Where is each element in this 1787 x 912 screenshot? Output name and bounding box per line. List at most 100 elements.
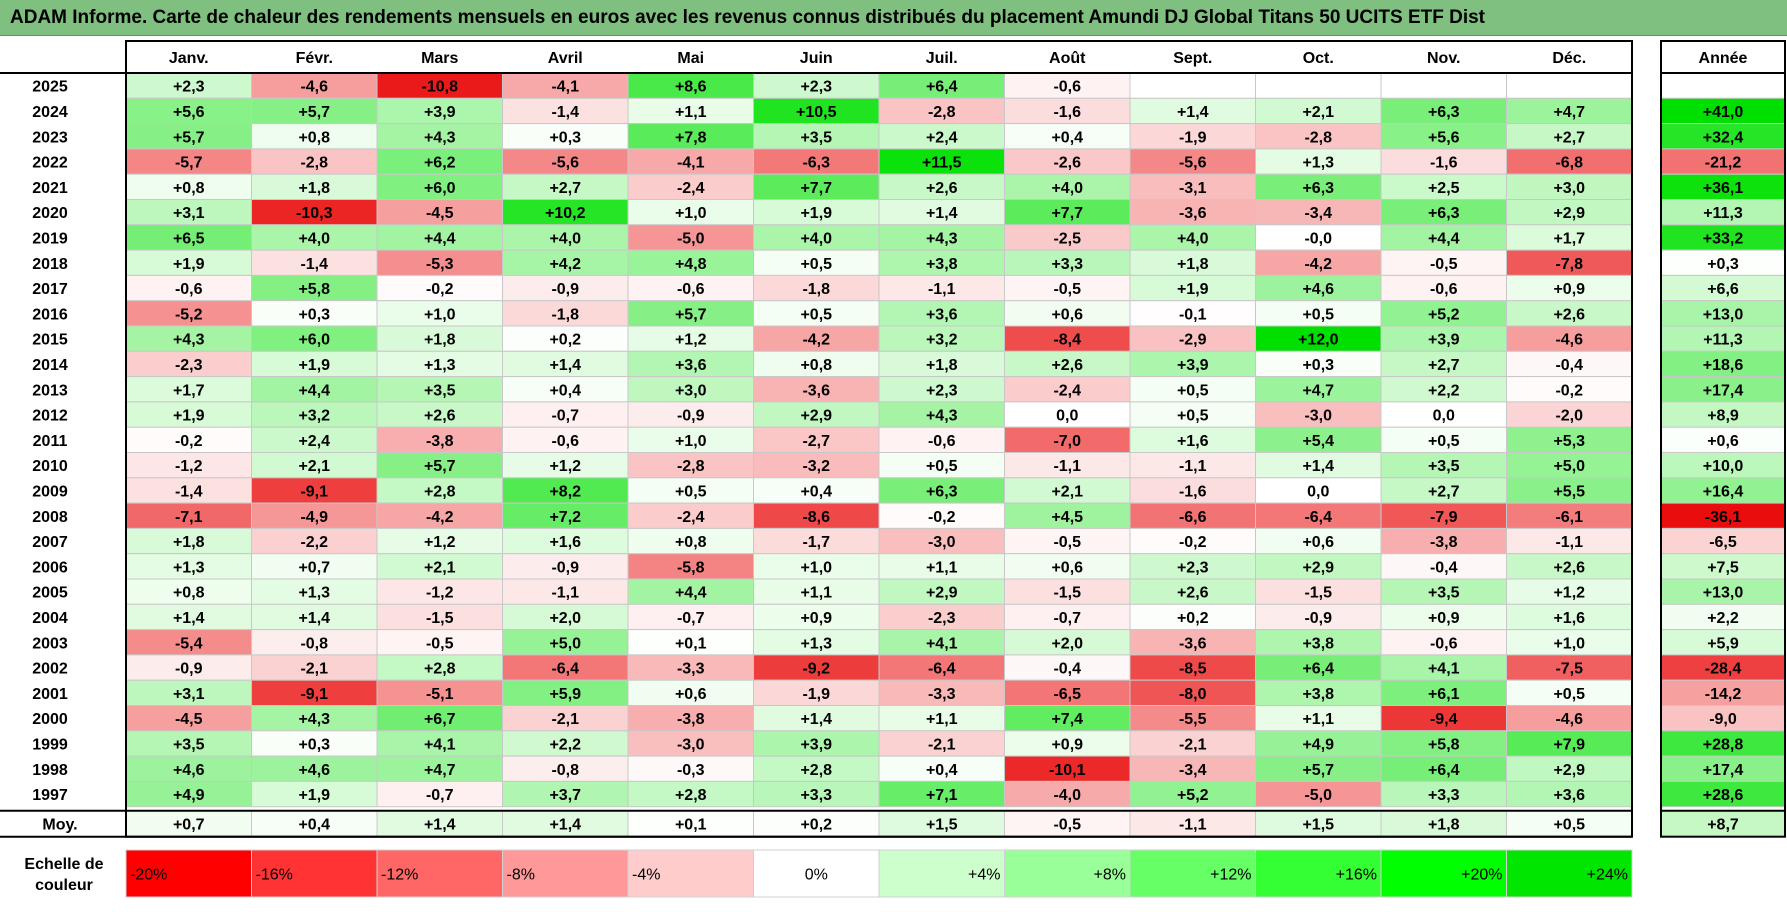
cell-value: +2,9: [1302, 559, 1334, 576]
heatmap-cell: [1004, 376, 1131, 403]
cell-value: -2,1: [928, 736, 956, 753]
cell-value: +0,5: [675, 483, 707, 500]
row-label: 2009: [32, 483, 68, 500]
cell-value: -2,2: [300, 534, 328, 551]
cell-value: +0,5: [926, 458, 958, 475]
heatmap-cell: [502, 502, 629, 529]
cell-value: +1,4: [1302, 458, 1334, 475]
cell-value: +4,7: [1302, 382, 1334, 399]
cell-value: -1,6: [1179, 483, 1207, 500]
cell-value: +6,4: [1428, 762, 1460, 779]
cell-value: +1,3: [298, 585, 330, 602]
heatmap-cell: [376, 654, 503, 681]
cell-value: -0,4: [1555, 357, 1583, 374]
heatmap-cell: [376, 426, 503, 454]
cell-value: +7,4: [1051, 711, 1083, 728]
cell-value: +1,1: [1302, 711, 1334, 728]
column-header: Nov.: [1427, 50, 1460, 67]
annual-value: +18,6: [1703, 357, 1744, 374]
heatmap-cell: [1004, 173, 1131, 200]
annual-cell: [1660, 224, 1786, 251]
cell-value: -2,1: [551, 711, 579, 728]
cell-value: +2,6: [926, 180, 958, 197]
cell-value: -3,3: [677, 661, 705, 678]
cell-value: +7,1: [926, 787, 958, 804]
heatmap-cell: [125, 148, 252, 175]
cell-value: +2,3: [926, 382, 958, 399]
heatmap-cell: [1004, 274, 1131, 302]
heatmap-cell: [125, 629, 252, 656]
annual-value: +32,4: [1703, 129, 1744, 146]
cell-value: +3,3: [1428, 787, 1460, 804]
cell-value: -10,8: [422, 79, 459, 96]
cell-value: +1,0: [1553, 635, 1585, 652]
cell-value: -5,3: [426, 256, 454, 273]
cell-value: +4,0: [549, 230, 581, 247]
cell-value: +3,2: [298, 408, 330, 425]
cell-value: -2,8: [300, 155, 328, 172]
scale-label-value: +12%: [1210, 867, 1251, 884]
heatmap-cell: [753, 401, 880, 428]
annual-value: +0,3: [1707, 256, 1739, 273]
cell-value: +10,2: [545, 205, 586, 222]
heatmap-cell: [251, 679, 378, 707]
heatmap-cell: [251, 325, 378, 352]
cell-value: +4,8: [675, 256, 707, 273]
cell-value: -0,4: [1053, 661, 1081, 678]
cell-value: -4,5: [175, 711, 203, 728]
column-header: Sept.: [1173, 50, 1212, 67]
average-value: +0,2: [800, 817, 832, 834]
cell-value: +1,3: [424, 357, 456, 374]
cell-value: +6,3: [1428, 205, 1460, 222]
annual-value: -28,4: [1705, 661, 1742, 678]
cell-value: +2,7: [1428, 357, 1460, 374]
heatmap-cell: [753, 629, 880, 656]
cell-value: -5,5: [1179, 711, 1207, 728]
cell-value: +2,6: [1553, 559, 1585, 576]
cell-value: -0,7: [426, 787, 454, 804]
heatmap-cell: [1506, 755, 1633, 782]
cell-value: -4,1: [551, 79, 579, 96]
heatmap-cell: [753, 224, 880, 251]
cell-value: -0,6: [1053, 79, 1081, 96]
column-header: Juil.: [926, 50, 958, 67]
scale-swatch: [1380, 849, 1507, 898]
average-value: +0,7: [173, 817, 205, 834]
cell-value: -0,8: [551, 762, 579, 779]
heatmap-cell: [627, 173, 754, 200]
column-header: Mars: [421, 50, 458, 67]
heatmap-cell: [753, 123, 880, 150]
cell-value: +7,2: [549, 509, 581, 526]
cell-value: -6,6: [1179, 509, 1207, 526]
heatmap-cell: [125, 502, 252, 529]
cell-value: -5,6: [1179, 155, 1207, 172]
cell-value: +0,8: [173, 585, 205, 602]
heatmap-cell: [376, 553, 503, 580]
cell-value: +2,8: [675, 787, 707, 804]
cell-value: -0,1: [1179, 306, 1207, 323]
cell-value: +3,1: [173, 205, 205, 222]
heatmap-cell: [753, 578, 880, 605]
cell-value: +1,3: [173, 559, 205, 576]
row-label: 2010: [32, 458, 68, 475]
heatmap-cell: [502, 350, 629, 378]
cell-value: +4,1: [926, 635, 958, 652]
scale-swatch: [1255, 849, 1382, 898]
heatmap-cell: [878, 148, 1005, 175]
cell-value: -1,8: [551, 306, 579, 323]
heatmap-cell: [1129, 780, 1256, 808]
cell-value: -1,6: [1430, 155, 1458, 172]
scale-label-value: -4%: [632, 867, 660, 884]
cell-value: +3,8: [1302, 635, 1334, 652]
row-label: 2007: [32, 534, 68, 551]
heatmap-cell: [627, 350, 754, 378]
cell-value: +6,7: [424, 711, 456, 728]
cell-value: -1,1: [1053, 458, 1081, 475]
heatmap-cell: [627, 654, 754, 681]
cell-value: +2,7: [549, 180, 581, 197]
cell-value: -0,6: [677, 281, 705, 298]
annual-value: +28,6: [1703, 787, 1744, 804]
cell-value: +1,0: [675, 433, 707, 450]
cell-value: +4,3: [424, 129, 456, 146]
cell-value: +4,6: [1302, 281, 1334, 298]
